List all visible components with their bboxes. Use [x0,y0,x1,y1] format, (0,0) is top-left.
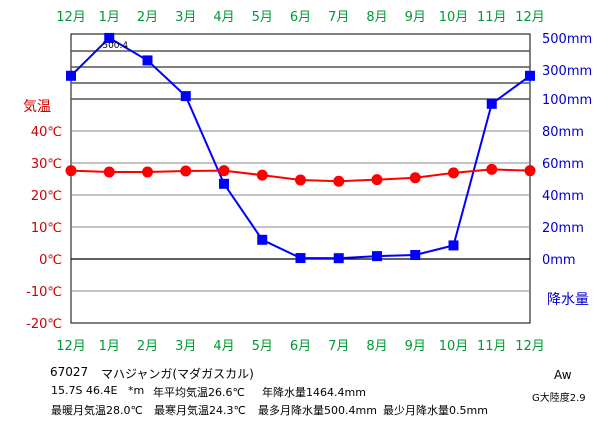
month-label-top: 10月 [439,10,469,25]
precipitation-point [219,178,229,189]
temp-tick-label: 30℃ [31,157,62,172]
precipitation-point [180,91,191,102]
month-label-top: 9月 [405,10,426,25]
temperature-point [333,175,345,187]
precip-tick-label: 40mm [542,189,584,204]
month-label-bottom: 9月 [405,339,426,354]
precipitation-point [66,70,76,81]
min-precip: 最少月降水量0.5mm [383,404,488,417]
temp-tick-label: -20℃ [26,317,62,332]
month-label-top: 5月 [252,10,273,25]
temperature-point [409,172,421,184]
precipitation-point [104,32,115,43]
temperature-point [486,163,498,175]
month-label-bottom: 10月 [439,339,469,354]
precip-tick-label: 300mm [542,64,592,79]
month-label-top: 2月 [137,10,158,25]
precip-tick-label: 100mm [542,93,592,108]
precipitation-point [448,240,459,251]
precipitation-point [333,253,344,264]
precipitation-point [486,98,497,109]
temperature-point [180,165,192,177]
month-label-bottom: 12月 [515,339,545,354]
top-month-labels: 12月 1月 2月 3月 4月 5月 6月 7月 8月 9月 10月 11月 12月 [56,10,545,25]
station-coords: 15.7S 46.4E [51,384,118,397]
temperature-point [448,167,459,179]
month-label-top: 6月 [290,10,311,25]
temperature-tick-labels: 40℃ 30℃ 20℃ 10℃ 0℃ -10℃ -20℃ [26,125,62,332]
month-label-bottom: 12月 [56,339,86,354]
station-code: 67027 [50,365,89,379]
precip-tick-label: 60mm [542,157,584,172]
precipitation-line [70,36,531,260]
temperature-point [256,169,268,181]
precipitation-point [525,70,535,81]
temperature-point [103,166,115,178]
month-label-bottom: 4月 [213,339,234,354]
temperature-axis-label: 気温 [23,99,51,115]
month-label-bottom: 7月 [328,339,349,354]
month-label-bottom: 2月 [137,339,158,354]
precipitation-point [295,253,306,264]
temp-tick-label: 20℃ [31,189,62,204]
month-label-top: 12月 [56,10,86,25]
precip-tick-label: 500mm [542,32,592,47]
bottom-month-labels: 12月 1月 2月 3月 4月 5月 6月 7月 8月 9月 10月 11月 12月 [56,339,545,354]
precipitation-axis-label: 降水量 [547,292,589,308]
station-name: マハジャンガ(マダガスカル) [101,367,254,381]
month-label-top: 4月 [213,10,234,25]
month-label-bottom: 6月 [290,339,311,354]
temperature-point [218,165,230,177]
precipitation-tick-labels: 0mm 20mm 40mm 60mm 80mm 100mm 300mm 500mm [542,32,592,268]
precipitation-point [257,234,268,245]
temperature-point [142,166,153,178]
temp-tick-label: 40℃ [31,125,62,140]
month-label-top: 1月 [99,10,120,25]
warmest-month: 最暖月気温28.0℃ [51,404,143,417]
month-label-top: 11月 [477,10,507,25]
temperature-point [65,165,77,177]
precip-tick-label: 20mm [542,221,584,236]
month-label-top: 7月 [328,10,349,25]
temperature-point [371,174,383,186]
precipitation-series [66,32,535,264]
plot-frame [70,33,531,324]
month-label-bottom: 3月 [175,339,196,354]
continentality: G大陸度2.9 [532,393,586,404]
precip-tick-label: 0mm [542,253,576,268]
temp-tick-label: 10℃ [31,221,62,236]
precip-tick-label: 80mm [542,125,584,140]
annual-mean-temp: 年平均気温26.6℃ [153,386,245,399]
annotations: 500.4 [102,41,128,51]
month-label-bottom: 11月 [477,339,507,354]
month-label-bottom: 8月 [366,339,387,354]
precipitation-point [410,250,421,260]
month-label-bottom: 5月 [252,339,273,354]
temperature-point [295,174,306,186]
precipitation-point [142,55,153,66]
data-label: 500.4 [102,41,128,51]
max-precip: 最多月降水量500.4mm [258,404,377,417]
temp-tick-label: -10℃ [26,285,62,300]
temperature-series [65,163,536,187]
month-label-bottom: 1月 [99,339,120,354]
climate-class: Aw [554,368,572,382]
temp-tick-label: 0℃ [39,253,62,268]
station-elevation: *m [128,384,145,397]
month-label-top: 3月 [175,10,196,25]
month-label-top: 8月 [366,10,387,25]
precipitation-point [372,251,382,262]
temperature-point [524,165,536,177]
month-label-top: 12月 [515,10,545,25]
coldest-month: 最寒月気温24.3℃ [154,404,246,417]
annual-precip: 年降水量1464.4mm [262,386,366,399]
